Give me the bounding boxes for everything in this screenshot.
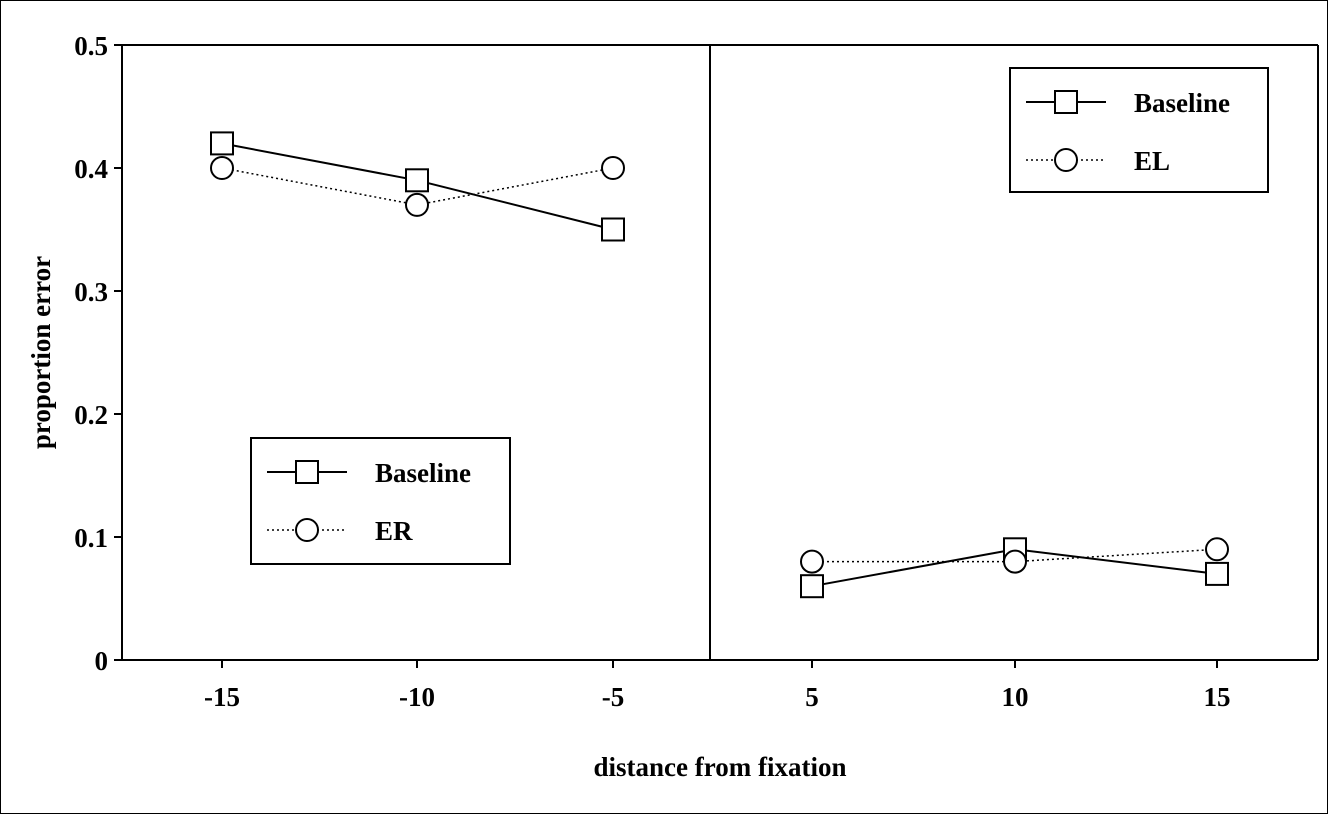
data-point-left-baseline <box>601 217 625 242</box>
data-point-left-er <box>210 156 234 180</box>
legend-box-right <box>1009 67 1269 193</box>
x-tick-label: 15 <box>1204 682 1231 712</box>
y-axis-title: proportion error <box>26 256 56 449</box>
x-axis-title: distance from fixation <box>594 752 847 782</box>
legend-label-right-el: EL <box>1134 146 1170 176</box>
y-tick-label: 0.3 <box>74 277 108 307</box>
y-tick-label: 0 <box>95 646 109 676</box>
x-tick-label: -10 <box>399 682 435 712</box>
y-tick-label: 0.1 <box>74 523 108 553</box>
y-tick-label: 0.2 <box>74 400 108 430</box>
y-tick-label: 0.5 <box>74 31 108 61</box>
data-point-left-er <box>601 156 625 180</box>
x-tick-label: -15 <box>204 682 240 712</box>
data-point-right-el <box>1205 537 1229 562</box>
legend-marker-right-baseline <box>1054 90 1078 114</box>
data-point-right-baseline <box>1205 561 1229 586</box>
series-line-left-er <box>221 167 614 206</box>
x-tick-label: 5 <box>805 682 819 712</box>
data-point-left-baseline <box>210 131 234 156</box>
legend-label-right-baseline: Baseline <box>1134 88 1230 118</box>
data-point-right-el <box>1003 549 1027 574</box>
legend-marker-left-baseline <box>295 460 319 484</box>
legend-label-left-baseline: Baseline <box>375 458 471 488</box>
legend-marker-left-er <box>295 518 319 542</box>
x-tick-label: -5 <box>602 682 625 712</box>
data-point-right-el <box>800 549 824 574</box>
data-point-left-er <box>405 192 429 217</box>
legend-label-left-er: ER <box>375 516 413 546</box>
data-point-left-baseline <box>405 168 429 193</box>
data-point-right-baseline <box>800 574 824 599</box>
y-tick-label: 0.4 <box>74 154 108 184</box>
legend-marker-right-el <box>1054 148 1078 172</box>
legend-box-left <box>250 437 511 565</box>
x-tick-label: 10 <box>1002 682 1029 712</box>
